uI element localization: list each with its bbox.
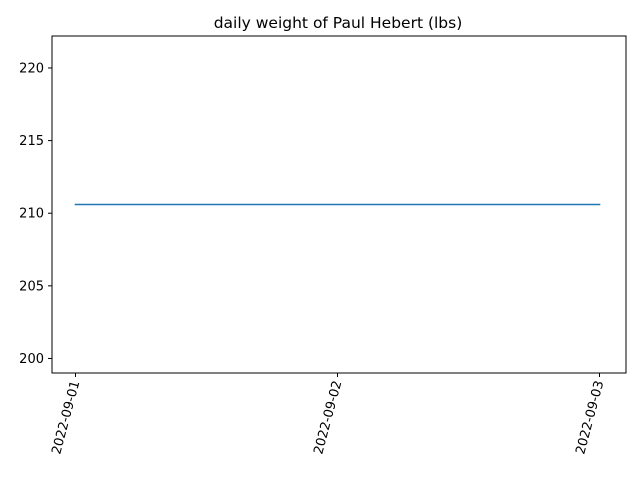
axes-frame bbox=[51, 35, 627, 374]
y-tick-label: 215 bbox=[19, 134, 44, 149]
chart-title: daily weight of Paul Hebert (lbs) bbox=[214, 14, 463, 32]
y-tick-label: 210 bbox=[19, 207, 44, 222]
y-axis: 200 205 210 215 220 bbox=[19, 61, 52, 367]
y-tick-label: 200 bbox=[19, 352, 44, 367]
y-tick-label: 205 bbox=[19, 279, 44, 294]
y-tick-label: 220 bbox=[19, 61, 44, 76]
